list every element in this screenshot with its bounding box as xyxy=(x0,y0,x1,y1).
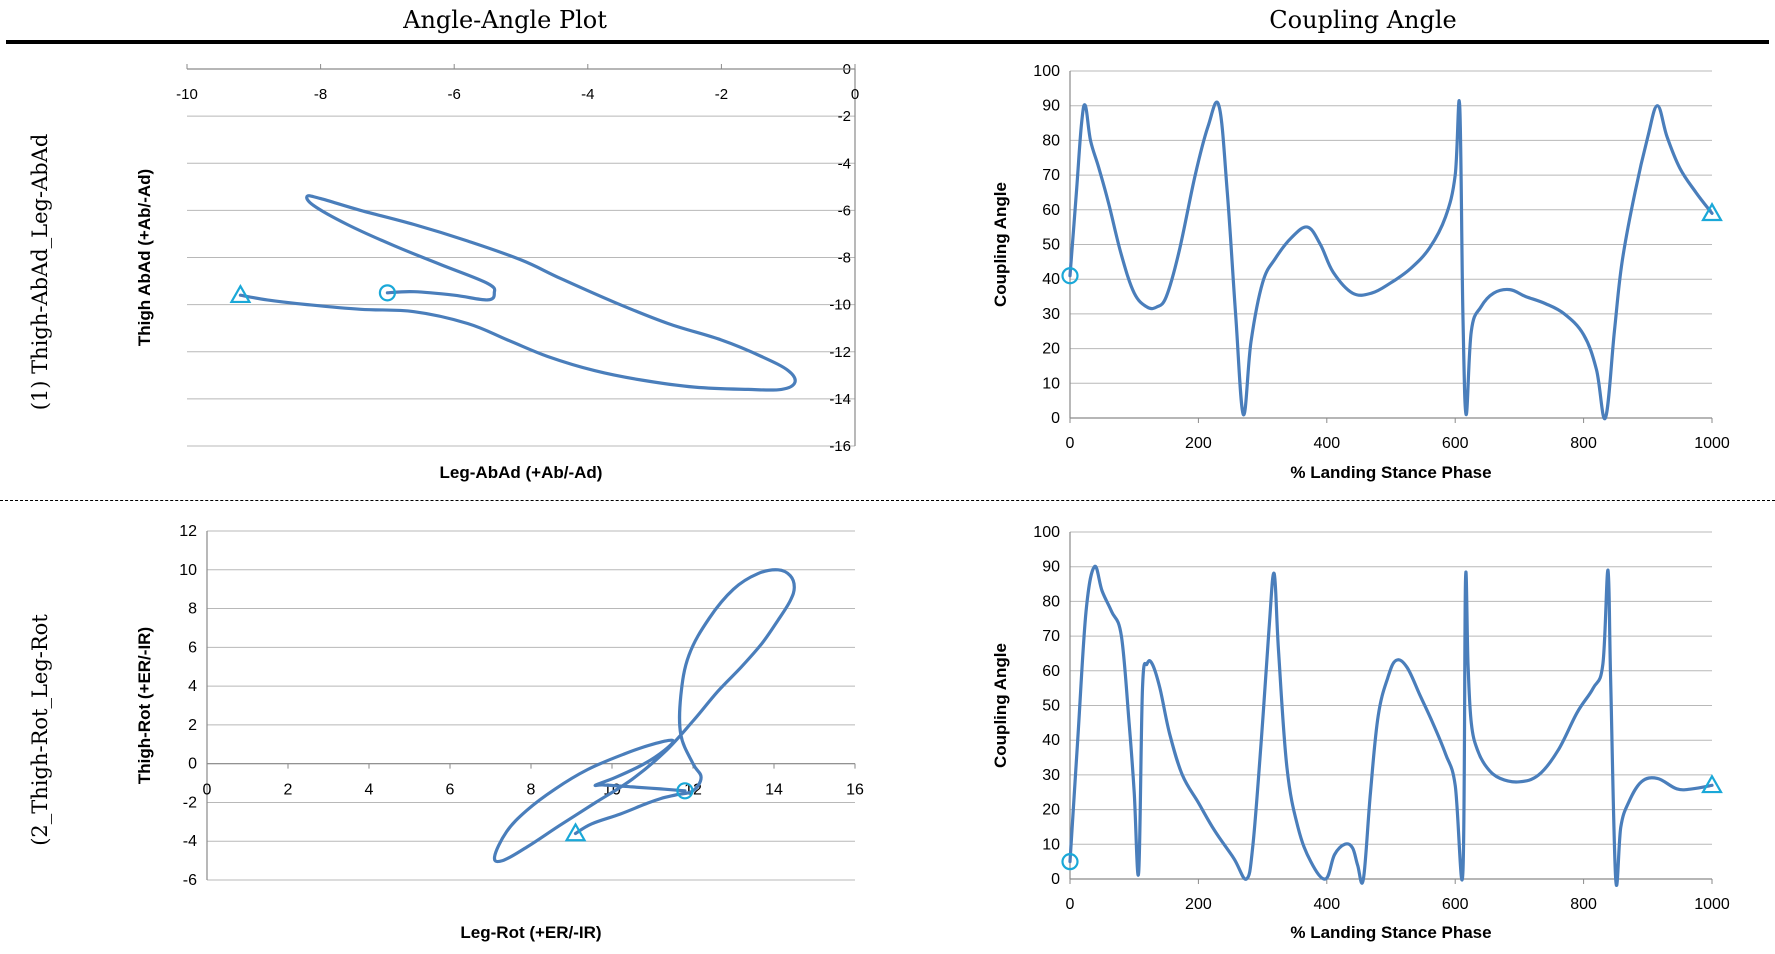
aa2-x-tick-label: 2 xyxy=(284,782,293,799)
ca2-y-tick-label: 20 xyxy=(1042,802,1060,819)
header-rule xyxy=(6,40,1769,44)
aa2-x-tick-label: 6 xyxy=(446,782,455,799)
aa2-x-tick-label: 0 xyxy=(203,782,212,799)
ca2-y-tick-label: 100 xyxy=(1033,524,1060,541)
ca1-x-tick-label: 0 xyxy=(1066,435,1075,452)
ca2-y-tick-label: 90 xyxy=(1042,559,1060,576)
aa2-y-tick-label: 6 xyxy=(188,639,197,656)
aa1-series-line xyxy=(238,194,797,392)
coupling-angle-header: Coupling Angle xyxy=(1269,6,1457,34)
ca2-y-tick-label: 70 xyxy=(1042,628,1060,645)
ca1-x-tick-label: 1000 xyxy=(1694,435,1730,452)
aa2-x-tick-label: 16 xyxy=(846,782,864,799)
aa2-x-tick-label: 14 xyxy=(765,782,783,799)
ca2-y-tick-label: 60 xyxy=(1042,663,1060,680)
aa2-y-tick-label: -6 xyxy=(183,872,197,889)
aa1-y-tick-label: -2 xyxy=(838,108,851,125)
ca1-y-tick-label: 20 xyxy=(1042,341,1060,358)
aa2-y-tick-label: 12 xyxy=(179,523,197,540)
aa2-x-tick-label: 8 xyxy=(527,782,536,799)
aa2-y-tick-label: 10 xyxy=(179,562,197,579)
aa2-x-tick-label: 4 xyxy=(365,782,374,799)
aa1-y-tick-label: -4 xyxy=(838,155,851,172)
ca1-y-tick-label: 70 xyxy=(1042,167,1060,184)
aa2-start-marker xyxy=(676,782,694,800)
angle-angle-plot-header: Angle-Angle Plot xyxy=(403,6,607,34)
ca2-end-marker xyxy=(1701,774,1723,794)
ca1-y-tick-label: 80 xyxy=(1042,132,1060,149)
ca1-y-tick-label: 60 xyxy=(1042,202,1060,219)
ca2-y-tick-label: 0 xyxy=(1051,871,1060,888)
ca1-y-tick-label: 30 xyxy=(1042,306,1060,323)
ca1-x-axis-label: % Landing Stance Phase xyxy=(1290,463,1491,482)
ca2-series-line xyxy=(1068,564,1714,888)
aa1-x-tick-label: -2 xyxy=(715,86,728,103)
ca2-y-axis-label: Coupling Angle xyxy=(991,643,1010,768)
aa1-y-tick-label: -12 xyxy=(829,344,851,361)
aa1-y-tick-label: -6 xyxy=(838,202,851,219)
ca2-y-tick-label: 50 xyxy=(1042,698,1060,715)
ca2-x-tick-label: 1000 xyxy=(1694,896,1730,913)
ca1-y-tick-label: 40 xyxy=(1042,271,1060,288)
aa1-x-tick-label: -8 xyxy=(314,86,327,103)
aa2-y-tick-label: 8 xyxy=(188,601,197,618)
aa1-y-tick-label: -16 xyxy=(829,438,851,455)
ca2-x-tick-label: 600 xyxy=(1442,896,1469,913)
ca2-x-tick-label: 400 xyxy=(1313,896,1340,913)
aa2-x-axis-label: Leg-Rot (+ER/-IR) xyxy=(460,923,601,942)
aa1-y-axis-label: Thigh AbAd (+Ab/-Ad) xyxy=(135,169,154,346)
ca2-y-tick-label: 10 xyxy=(1042,836,1060,853)
ca2-x-axis-label: % Landing Stance Phase xyxy=(1290,923,1491,942)
aa1-end-marker xyxy=(229,283,252,304)
ca1-x-tick-label: 800 xyxy=(1570,435,1597,452)
aa1-x-tick-label: 0 xyxy=(851,86,859,103)
ca1-y-tick-label: 50 xyxy=(1042,237,1060,254)
aa2-y-tick-label: -4 xyxy=(183,833,197,850)
ca2-x-tick-label: 800 xyxy=(1570,896,1597,913)
ca1-x-tick-label: 400 xyxy=(1313,435,1340,452)
ca1-y-axis-label: Coupling Angle xyxy=(991,182,1010,307)
ca1-x-tick-label: 200 xyxy=(1185,435,1212,452)
ca2-y-tick-label: 40 xyxy=(1042,732,1060,749)
aa2-end-marker xyxy=(564,822,587,842)
aa1-x-tick-label: -10 xyxy=(176,86,198,103)
aa2-y-axis-label: Thigh-Rot (+ER/-IR) xyxy=(135,627,154,784)
aa2-series-line xyxy=(492,568,796,864)
ca2-x-tick-label: 0 xyxy=(1066,896,1075,913)
aa2-y-tick-label: 0 xyxy=(188,756,197,773)
ca1-y-tick-label: 0 xyxy=(1051,410,1060,427)
aa2-y-tick-label: -2 xyxy=(183,794,197,811)
ca2-y-tick-label: 80 xyxy=(1042,593,1060,610)
aa1-x-tick-label: -4 xyxy=(581,86,594,103)
aa1-y-tick-label: -8 xyxy=(838,250,851,267)
aa1-x-tick-label: -6 xyxy=(448,86,461,103)
aa2-y-tick-label: 2 xyxy=(188,717,197,734)
aa1-y-tick-label: -14 xyxy=(829,391,851,408)
ca2-x-tick-label: 200 xyxy=(1185,896,1212,913)
aa1-y-tick-label: -10 xyxy=(829,297,851,314)
aa1-start-marker xyxy=(378,284,396,302)
aa2-y-tick-label: 4 xyxy=(188,678,197,695)
aa1-x-axis-label: Leg-AbAd (+Ab/-Ad) xyxy=(440,463,603,482)
ca1-y-tick-label: 90 xyxy=(1042,98,1060,115)
ca1-x-tick-label: 600 xyxy=(1442,435,1469,452)
ca1-y-tick-label: 100 xyxy=(1033,63,1060,80)
ca1-series-line xyxy=(1068,99,1714,421)
ca2-y-tick-label: 30 xyxy=(1042,767,1060,784)
aa1-chart: 0-2-4-6-8-10-12-14-16-10-8-6-4-20Leg-AbA… xyxy=(135,61,859,482)
ca1-y-tick-label: 10 xyxy=(1042,375,1060,392)
ca1-start-marker xyxy=(1061,267,1079,285)
ca1-end-marker xyxy=(1701,202,1723,222)
ca2-start-marker xyxy=(1061,853,1079,871)
row-divider xyxy=(0,500,1775,501)
